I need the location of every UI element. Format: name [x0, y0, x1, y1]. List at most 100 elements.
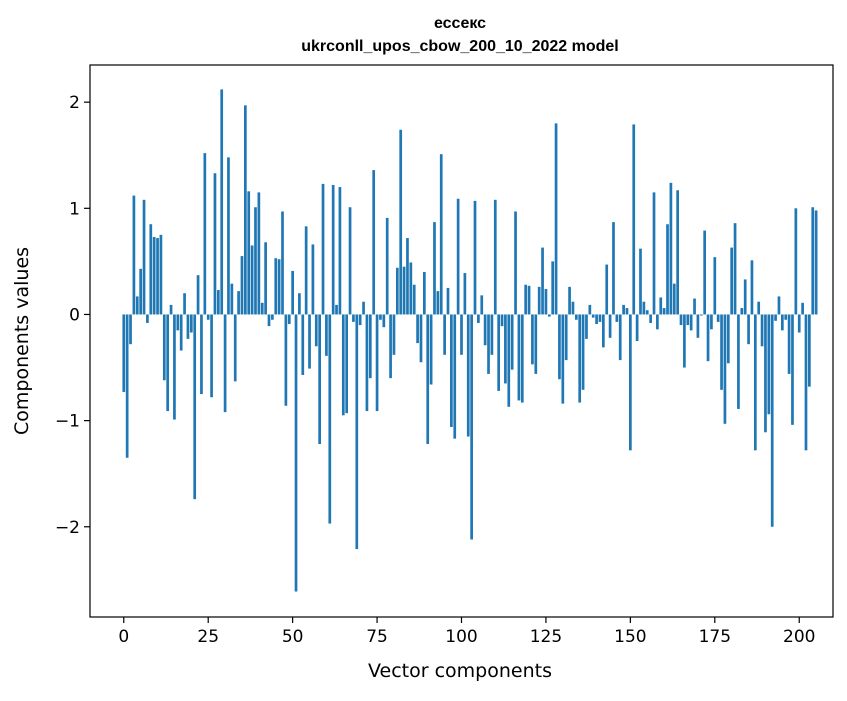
y-tick-label: −2 — [55, 518, 80, 538]
bar-69 — [355, 314, 359, 550]
bar-160 — [662, 308, 666, 315]
bar-83 — [402, 266, 406, 315]
bar-27 — [213, 173, 217, 315]
bar-157 — [652, 192, 656, 315]
bar-187 — [753, 314, 757, 451]
bar-94 — [439, 154, 443, 315]
bar-0 — [122, 314, 126, 392]
bar-146 — [615, 314, 619, 322]
bar-171 — [699, 314, 703, 316]
bar-116 — [514, 211, 517, 315]
bar-93 — [436, 291, 440, 315]
bar-18 — [183, 293, 186, 315]
bar-96 — [446, 287, 450, 315]
bar-87 — [416, 314, 419, 344]
bar-123 — [537, 286, 541, 315]
bar-50 — [291, 270, 294, 315]
bar-204 — [811, 207, 815, 315]
bar-64 — [338, 187, 342, 315]
x-tick-label: 100 — [445, 627, 477, 647]
bar-189 — [760, 314, 764, 347]
bar-97 — [450, 314, 453, 427]
bar-151 — [632, 124, 636, 315]
bar-36 — [244, 105, 247, 315]
bar-177 — [720, 314, 723, 390]
bar-43 — [267, 314, 271, 327]
bar-205 — [814, 210, 818, 315]
bar-39 — [254, 207, 257, 315]
bar-120 — [527, 285, 531, 315]
bar-58 — [318, 314, 322, 444]
bar-172 — [703, 230, 707, 315]
bar-164 — [676, 190, 679, 315]
bar-54 — [304, 226, 308, 315]
bar-66 — [345, 314, 349, 414]
x-axis-label: Vector components — [368, 660, 552, 682]
y-axis-label: Components values — [11, 247, 33, 435]
bar-41 — [260, 302, 264, 315]
bar-128 — [554, 123, 558, 315]
bar-103 — [470, 314, 473, 540]
bar-134 — [574, 314, 578, 320]
bar-163 — [672, 283, 676, 315]
x-axis-ticks: 0 25 50 75 100 125 150 175 200 — [118, 617, 815, 647]
bar-99 — [456, 198, 460, 315]
bar-48 — [284, 314, 288, 406]
bar-44 — [271, 314, 274, 320]
bar-95 — [443, 314, 446, 355]
bar-37 — [247, 191, 251, 315]
x-tick-label: 50 — [282, 627, 304, 647]
bar-92 — [433, 222, 436, 315]
bar-25 — [206, 314, 210, 320]
bar-4 — [135, 296, 139, 315]
bar-32 — [230, 283, 234, 315]
bar-113 — [504, 314, 507, 384]
bar-131 — [564, 314, 568, 361]
bar-200 — [797, 314, 801, 333]
bar-117 — [517, 314, 521, 401]
chart-title-line-1: ессекс — [434, 15, 486, 32]
bar-115 — [510, 314, 514, 370]
x-tick-label: 150 — [614, 627, 646, 647]
bar-186 — [750, 260, 754, 315]
x-tick-label: 125 — [530, 627, 562, 647]
bar-132 — [568, 286, 571, 315]
bar-192 — [770, 314, 774, 527]
bar-11 — [159, 234, 163, 315]
bar-203 — [808, 314, 811, 387]
bar-33 — [233, 314, 237, 382]
bar-38 — [250, 245, 254, 315]
bar-166 — [683, 314, 686, 368]
bar-152 — [635, 314, 639, 341]
bar-165 — [679, 314, 683, 326]
bar-35 — [240, 256, 244, 315]
bar-122 — [534, 314, 538, 374]
bar-77 — [382, 314, 386, 328]
bar-183 — [740, 308, 744, 315]
bar-188 — [757, 301, 761, 315]
bar-61 — [328, 314, 332, 524]
bars — [122, 89, 818, 592]
bar-201 — [801, 302, 804, 315]
bar-148 — [622, 304, 625, 315]
bar-56 — [311, 244, 315, 315]
bar-161 — [666, 224, 669, 315]
bar-135 — [578, 314, 582, 403]
bar-51 — [294, 314, 298, 592]
bar-26 — [210, 314, 213, 398]
bar-202 — [804, 314, 808, 451]
bar-53 — [301, 314, 305, 375]
bar-45 — [274, 258, 278, 315]
bar-125 — [544, 288, 548, 315]
bar-71 — [362, 301, 365, 315]
bar-52 — [298, 293, 301, 315]
bar-109 — [490, 314, 494, 355]
bar-145 — [612, 222, 615, 315]
bar-170 — [696, 314, 700, 338]
bar-31 — [227, 157, 230, 315]
bar-22 — [196, 275, 200, 315]
x-tick-label: 175 — [699, 627, 731, 647]
bar-60 — [325, 314, 328, 356]
bar-75 — [375, 314, 379, 412]
